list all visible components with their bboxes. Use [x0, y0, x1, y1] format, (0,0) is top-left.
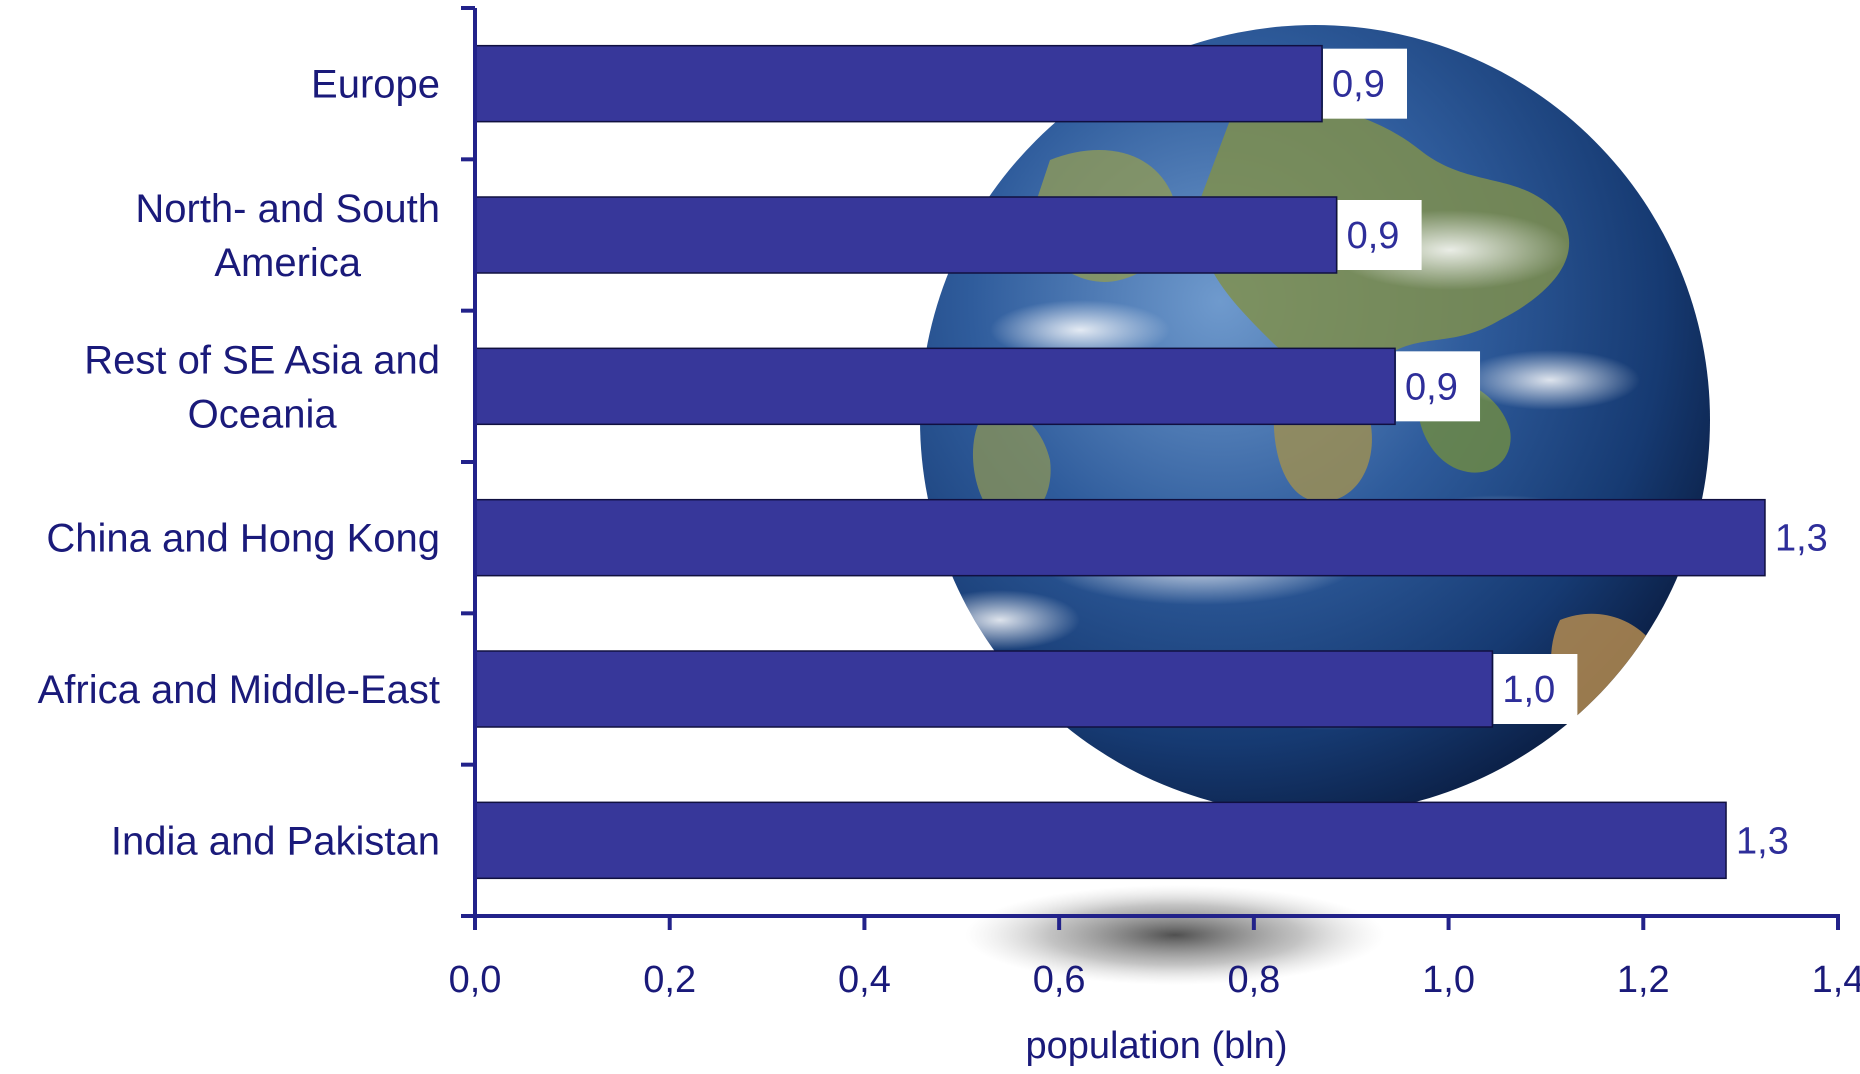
x-tick-label: 0,0	[449, 959, 502, 1001]
x-axis-title: population (bln)	[1026, 1025, 1288, 1067]
data-label: 1,0	[1502, 669, 1555, 711]
bar	[474, 196, 1338, 274]
bar	[474, 498, 1766, 577]
bar	[474, 801, 1727, 880]
bar	[474, 650, 1494, 728]
data-label-box	[1323, 48, 1408, 119]
x-tick-label: 0,2	[643, 959, 696, 1001]
x-tick-label: 1,2	[1617, 959, 1670, 1001]
category-labels-group: Europe North- and South America Rest of SE …	[38, 63, 440, 864]
category-label: China and Hong Kong	[46, 517, 440, 561]
category-label: Rest of SE Asia and Oceania	[84, 338, 440, 436]
x-tick-label: 1,4	[1812, 959, 1860, 1001]
bar	[474, 44, 1323, 123]
x-tick-label: 1,0	[1422, 959, 1475, 1001]
category-label: North- and South America	[135, 187, 440, 285]
data-label-box	[1493, 654, 1578, 724]
x-ticks: 0,0 0,2 0,4 0,6 0,8 1,0 1,2 1,4	[449, 916, 1860, 1001]
globe-shadow	[965, 885, 1385, 985]
category-label: Africa and Middle-East	[38, 668, 440, 712]
axes: 0,0 0,2 0,4 0,6 0,8 1,0 1,2 1,4	[449, 6, 1860, 1001]
bar	[474, 347, 1396, 426]
data-label: 0,9	[1405, 366, 1458, 408]
data-label-box	[1337, 200, 1422, 270]
data-label: 1,3	[1775, 518, 1828, 560]
x-tick-label: 0,8	[1227, 959, 1280, 1001]
data-label-box	[1727, 805, 1812, 876]
x-tick-label: 0,4	[838, 959, 891, 1001]
y-ticks	[461, 6, 475, 918]
category-label: India and Pakistan	[111, 819, 440, 863]
data-label: 0,9	[1347, 215, 1400, 257]
bars-group	[474, 44, 1766, 880]
x-tick-label: 0,6	[1033, 959, 1086, 1001]
data-label-box	[1765, 502, 1850, 573]
data-label: 1,3	[1736, 820, 1789, 862]
data-labels-group: 0,9 0,9 0,9 1,3 1,0 1,3	[1323, 48, 1850, 876]
data-label-box	[1396, 351, 1481, 422]
category-label: Europe	[311, 63, 440, 107]
data-label: 0,9	[1332, 64, 1385, 106]
